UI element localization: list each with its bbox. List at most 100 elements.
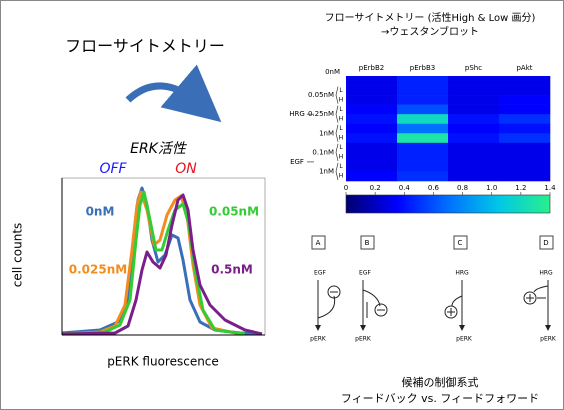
column-label: pErbB2 — [359, 64, 384, 72]
diagram-output: pERK — [540, 336, 557, 343]
heat-cell — [499, 86, 550, 96]
row-label: 1nM — [319, 129, 334, 137]
heat-cell — [448, 133, 499, 143]
curve-label: 0nM — [86, 205, 115, 219]
diagram-output: pERK — [355, 336, 372, 343]
feedback — [318, 296, 335, 318]
brace — [336, 163, 338, 180]
heat-cell — [448, 114, 499, 124]
heat-cell — [346, 133, 397, 143]
heat-cell — [397, 86, 448, 96]
colorbar-tick-label: 0.2 — [370, 184, 381, 192]
diagram-d — [524, 236, 553, 328]
diagram-input: HRG — [539, 270, 553, 277]
diagram-b — [361, 236, 387, 328]
right-subtitle: →ウェスタンブロット — [381, 25, 479, 38]
group-label: HRG — [289, 110, 305, 118]
feedforward — [452, 296, 462, 306]
heat-cell — [448, 162, 499, 172]
heat-cell — [499, 162, 550, 172]
arrow — [128, 86, 200, 104]
heat-cell — [397, 76, 448, 86]
level-label: L — [339, 87, 343, 94]
heat-cell — [397, 124, 448, 134]
activity-label: ERK活性 — [130, 141, 188, 157]
heat-cell — [448, 95, 499, 105]
feedforward — [534, 286, 548, 292]
brace — [336, 125, 338, 142]
on-label: ON — [175, 161, 197, 177]
level-label: L — [339, 144, 343, 151]
heat-cell — [346, 95, 397, 105]
diagram-tag: D — [543, 239, 548, 247]
y-axis-label: cell counts — [11, 223, 25, 288]
heat-cell — [346, 76, 397, 86]
diagram-a — [312, 236, 340, 328]
colorbar-tick-label: 1.4 — [544, 184, 556, 192]
heat-cell — [346, 86, 397, 96]
level-label: L — [339, 125, 343, 132]
row-label: 0.05nM — [308, 91, 334, 99]
brace — [336, 144, 338, 161]
slide: フローサイトメトリー ERK活性 OFF ON 0nM 0.05nM 0.025… — [0, 0, 564, 410]
heat-cell — [346, 171, 397, 181]
footer-line: フィードバック vs. フィードフォワード — [341, 392, 539, 405]
curve-label: 0.025nM — [69, 263, 127, 277]
heat-cell — [448, 105, 499, 115]
heat-cell — [346, 105, 397, 115]
colorbar-tick-label: 0.8 — [457, 184, 468, 192]
level-label: H — [339, 173, 344, 180]
column-label: pAkt — [516, 64, 532, 72]
colorbar-tick-label: 1.0 — [486, 184, 497, 192]
level-label: H — [339, 115, 344, 122]
off-label: OFF — [99, 161, 127, 177]
heat-cell — [499, 133, 550, 143]
level-label: L — [339, 163, 343, 170]
heat-cell — [346, 114, 397, 124]
heat-cell — [499, 152, 550, 162]
colorbar-tick-label: 0.4 — [399, 184, 411, 192]
heat-cell — [397, 114, 448, 124]
heat-cell — [397, 152, 448, 162]
level-label: L — [339, 106, 343, 113]
diagram-tag: C — [458, 239, 463, 247]
level-label: H — [339, 154, 344, 161]
column-label: pShc — [465, 64, 482, 72]
diagram-input: HRG — [455, 270, 469, 277]
footer-line: 候補の制御系式 — [402, 375, 479, 389]
diagram-tag: A — [316, 239, 321, 247]
colorbar-tick-label: 0 — [344, 184, 348, 192]
heat-cell — [397, 95, 448, 105]
heat-cell — [499, 114, 550, 124]
curve-label: 0.05nM — [209, 205, 259, 219]
heat-cell — [397, 133, 448, 143]
heat-cell — [448, 171, 499, 181]
heat-cell — [499, 76, 550, 86]
heat-cell — [499, 171, 550, 181]
heat-cell — [346, 152, 397, 162]
group-label: EGF — [290, 158, 304, 166]
heat-cell — [448, 143, 499, 153]
heat-cell — [499, 124, 550, 134]
brace — [336, 106, 338, 123]
diagram-input: EGF — [359, 270, 371, 277]
heat-cell — [346, 143, 397, 153]
heat-cell — [346, 162, 397, 172]
heat-cell — [346, 124, 397, 134]
right-title: フローサイトメトリー (活性High & Low 画分) — [325, 11, 536, 24]
level-label: H — [339, 135, 344, 142]
heat-cell — [397, 105, 448, 115]
row-label: 0.1nM — [312, 148, 334, 156]
heat-cell — [499, 105, 550, 115]
row-label: 1nM — [319, 167, 334, 175]
heat-cell — [499, 95, 550, 105]
heat-cell — [448, 124, 499, 134]
level-label: H — [339, 96, 344, 103]
colorbar-tick-label: 1.2 — [515, 184, 526, 192]
heat-cell — [397, 171, 448, 181]
curve-label: 0.5nM — [211, 263, 253, 277]
x-axis-label: pERK fluorescence — [107, 355, 219, 369]
heat-cell — [397, 162, 448, 172]
heat-cell — [499, 143, 550, 153]
diagram-tag: B — [365, 239, 370, 247]
